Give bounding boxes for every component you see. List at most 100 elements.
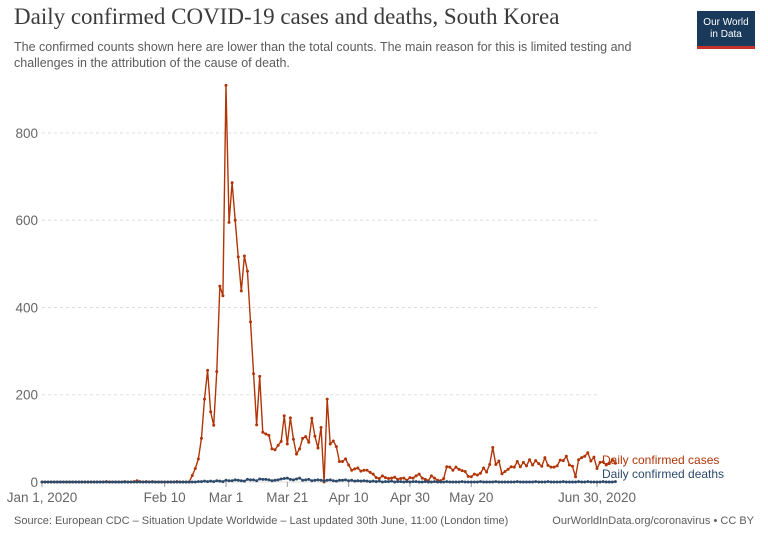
- data-point: [439, 480, 443, 484]
- data-point: [577, 458, 581, 462]
- data-point: [534, 459, 538, 463]
- data-point: [509, 480, 513, 484]
- data-point: [589, 480, 593, 484]
- x-tick-label: Jun 30, 2020: [558, 490, 636, 505]
- credit-link[interactable]: OurWorldInData.org/coronavirus • CC BY: [552, 515, 754, 527]
- x-tick-label: Mar 1: [209, 490, 244, 505]
- data-point: [586, 480, 590, 484]
- data-point: [215, 370, 219, 374]
- data-point: [393, 480, 397, 484]
- data-point: [460, 469, 464, 473]
- data-point: [494, 480, 498, 484]
- series-cases: [40, 83, 617, 484]
- data-point: [209, 410, 213, 414]
- data-point: [264, 432, 268, 436]
- data-point: [65, 480, 69, 484]
- data-point: [589, 459, 593, 463]
- data-point: [347, 463, 351, 467]
- data-point: [552, 480, 556, 484]
- data-point: [598, 480, 602, 484]
- data-point: [172, 480, 176, 484]
- data-point: [613, 480, 617, 484]
- data-point: [285, 476, 289, 480]
- data-point: [408, 480, 412, 484]
- data-point: [426, 480, 430, 484]
- data-point: [221, 480, 225, 484]
- data-point: [448, 480, 452, 484]
- data-point: [610, 480, 614, 484]
- data-point: [420, 476, 424, 480]
- data-point: [230, 479, 234, 483]
- data-point: [184, 480, 188, 484]
- data-point: [445, 480, 449, 484]
- data-point: [313, 478, 317, 482]
- data-point: [528, 480, 532, 484]
- data-point: [282, 477, 286, 481]
- data-point: [371, 479, 375, 483]
- data-point: [595, 466, 599, 470]
- data-point: [374, 480, 378, 484]
- data-point: [491, 480, 495, 484]
- data-point: [445, 465, 449, 469]
- data-point: [555, 480, 559, 484]
- data-point: [258, 374, 262, 378]
- data-point: [365, 468, 369, 472]
- data-point: [429, 480, 433, 484]
- data-point: [408, 476, 412, 480]
- data-point: [328, 478, 332, 482]
- data-point: [252, 372, 256, 376]
- data-point: [325, 397, 329, 401]
- data-point: [316, 446, 320, 450]
- gridlines: [42, 132, 597, 483]
- data-point: [114, 480, 118, 484]
- data-point: [362, 479, 366, 483]
- data-point: [169, 480, 173, 484]
- data-point: [310, 416, 314, 420]
- data-point: [521, 480, 525, 484]
- data-point: [411, 480, 415, 484]
- data-point: [583, 480, 587, 484]
- data-point: [337, 459, 341, 463]
- data-point: [521, 460, 525, 464]
- data-point: [500, 480, 504, 484]
- y-axis-ticks: 0 200 400 600 800: [15, 126, 38, 490]
- data-point: [531, 480, 535, 484]
- data-point: [304, 478, 308, 482]
- data-point: [123, 480, 127, 484]
- data-point: [567, 480, 571, 484]
- data-point: [478, 480, 482, 484]
- data-point: [120, 480, 124, 484]
- data-point: [212, 480, 216, 484]
- data-point: [365, 479, 369, 483]
- data-point: [40, 480, 44, 484]
- data-point: [399, 477, 403, 481]
- data-point: [546, 480, 550, 484]
- data-point: [74, 480, 78, 484]
- data-point: [604, 480, 608, 484]
- data-point: [288, 416, 292, 420]
- data-point: [301, 436, 305, 440]
- data-point: [196, 457, 200, 461]
- data-point: [558, 458, 562, 462]
- data-point: [570, 480, 574, 484]
- data-point: [319, 478, 323, 482]
- data-point: [203, 479, 207, 483]
- data-point: [534, 480, 538, 484]
- data-point: [319, 425, 323, 429]
- data-point: [390, 479, 394, 483]
- data-point: [515, 459, 519, 463]
- data-point: [193, 466, 197, 470]
- owid-logo[interactable]: Our World in Data: [697, 11, 755, 49]
- data-point: [386, 480, 390, 484]
- data-point: [101, 480, 105, 484]
- data-point: [334, 445, 338, 449]
- data-point: [261, 477, 265, 481]
- data-point: [249, 320, 253, 324]
- x-tick-label: Mar 21: [266, 490, 308, 505]
- data-point: [328, 442, 332, 446]
- data-point: [469, 475, 473, 479]
- data-point: [150, 480, 154, 484]
- data-point: [267, 478, 271, 482]
- data-point: [442, 480, 446, 484]
